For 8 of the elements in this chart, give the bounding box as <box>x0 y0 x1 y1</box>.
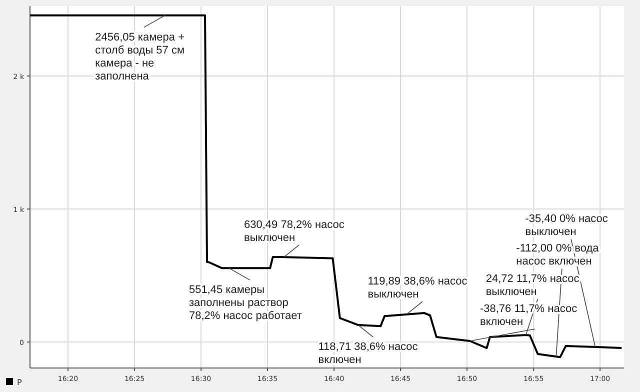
annotation: 118,71 38,6% насос включен <box>318 341 418 366</box>
line-series <box>29 14 623 358</box>
annotation: 2456,05 камера + столб воды 57 см камера - не заполнена <box>95 31 185 82</box>
annotation: -35,40 0% насос выключен <box>525 213 608 238</box>
annotation: 551,45 камеры заполнены раствор 78,2% насос работает <box>188 284 302 322</box>
annotation: 630,49 78,2% насос выключен <box>244 219 345 244</box>
annotation: 119,89 38,6% насос выключен <box>368 275 468 300</box>
legend-label: P <box>17 378 22 387</box>
